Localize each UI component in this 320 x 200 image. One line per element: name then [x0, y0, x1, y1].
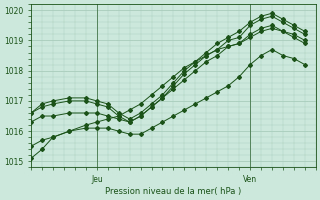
- X-axis label: Pression niveau de la mer( hPa ): Pression niveau de la mer( hPa ): [105, 187, 242, 196]
